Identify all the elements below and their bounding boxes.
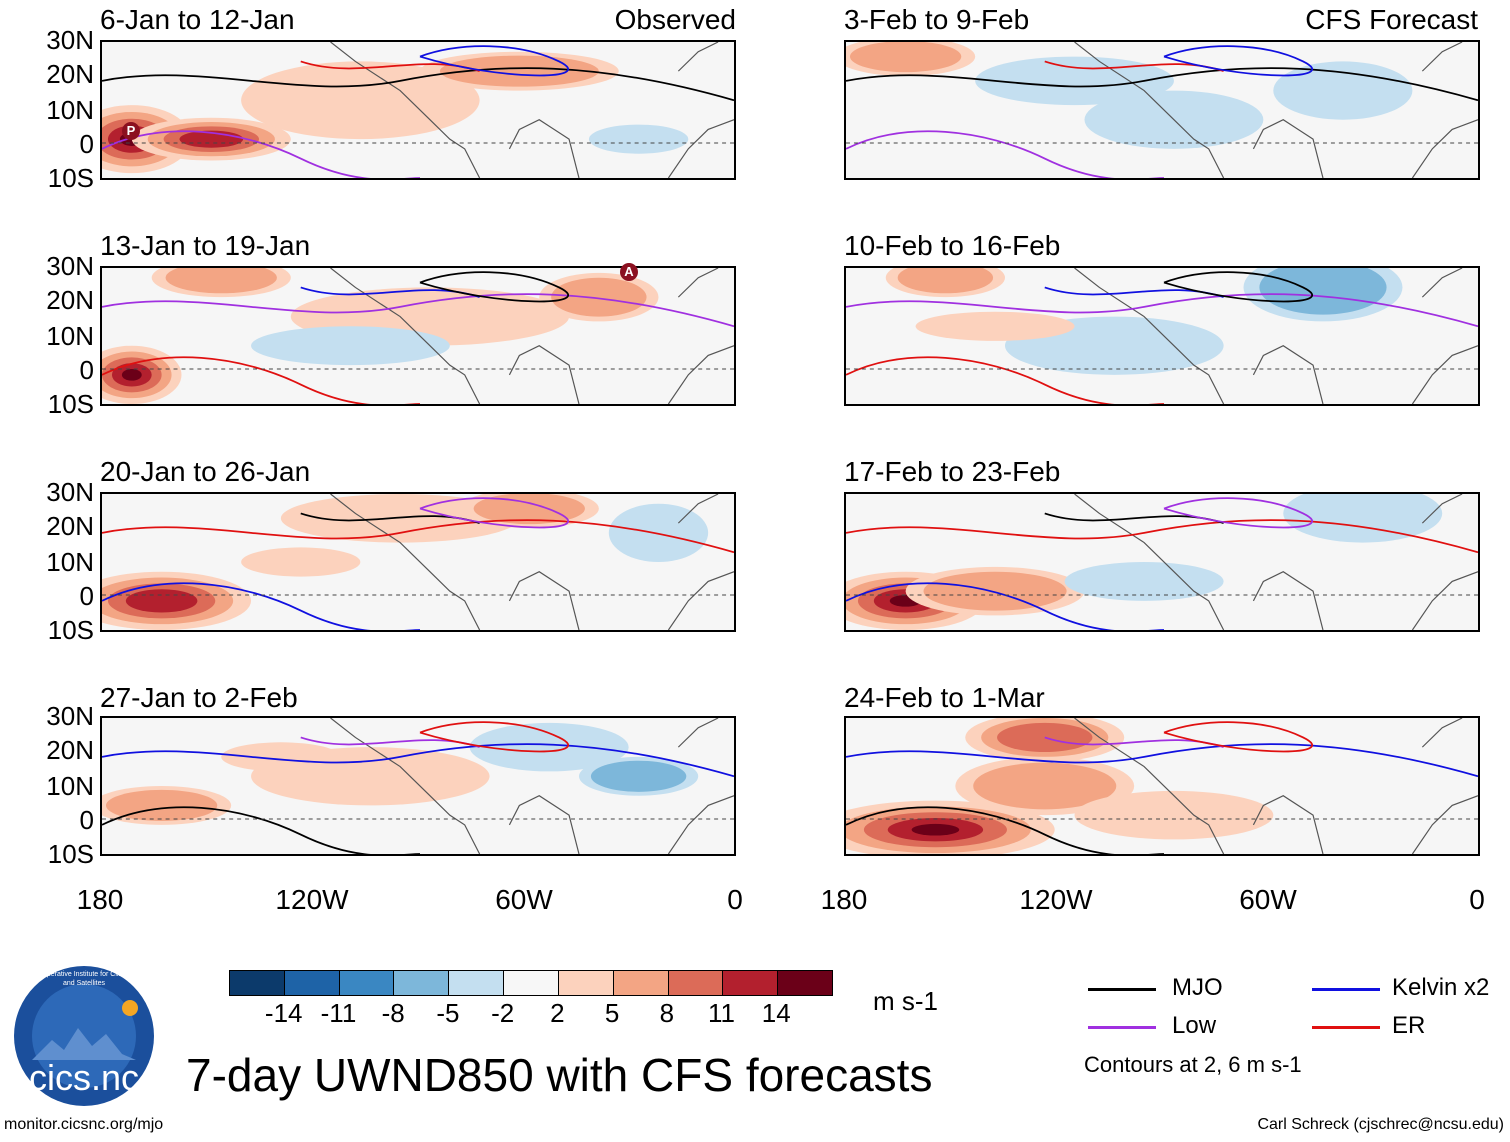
colorbar-label: -2: [491, 998, 515, 1028]
legend-low-line: [1088, 1026, 1156, 1029]
lon-label-right-180: 180: [820, 884, 868, 915]
legend-er-label: ER: [1392, 1012, 1426, 1039]
lon-label-left-60w: 60W: [495, 884, 553, 915]
lat-label-2-0: 0: [79, 355, 94, 385]
colorbar-cell: [613, 971, 669, 995]
panel-title-3: 20-Jan to 26-Jan: [100, 456, 311, 487]
map-panel-2: [100, 266, 736, 406]
colorbar-cell: [230, 971, 285, 995]
colorbar-label: -8: [381, 998, 405, 1028]
cics-logo: cics.nc Cooperative Institute for Climat…: [12, 964, 156, 1108]
footer-credit: Carl Schreck (cjschrec@ncsu.edu): [1257, 1116, 1504, 1133]
panel-title-8: 24-Feb to 1-Mar: [844, 682, 1045, 713]
lat-label-1-10n: 10N: [46, 95, 94, 125]
colorbar-cell: [284, 971, 340, 995]
map-panel-7: [844, 492, 1480, 632]
lat-label-4-0: 0: [79, 805, 94, 835]
lat-label-4-30n: 30N: [46, 701, 94, 731]
lat-label-2-30n: 30N: [46, 251, 94, 281]
lon-label-left-0: 0: [727, 884, 743, 915]
map-graphic: [102, 718, 734, 854]
colorbar-label: 5: [604, 998, 620, 1028]
legend-kelvin-label: Kelvin x2: [1392, 974, 1490, 1001]
colorbar-label: -11: [320, 998, 357, 1028]
lon-label-right-120w: 120W: [1019, 884, 1093, 915]
colorbar-cell: [394, 971, 450, 995]
colorbar-cell: [339, 971, 395, 995]
map-panel-5: [844, 40, 1480, 180]
lat-label-3-20n: 20N: [46, 511, 94, 541]
lat-label-4-20n: 20N: [46, 735, 94, 765]
lat-label-2-20n: 20N: [46, 285, 94, 315]
lat-label-3-10n: 10N: [46, 547, 94, 577]
colorbar-label: 14: [761, 998, 791, 1028]
map-panel-1: [100, 40, 736, 180]
panel-title-7: 17-Feb to 23-Feb: [844, 456, 1061, 487]
panel-title-6: 10-Feb to 16-Feb: [844, 230, 1061, 261]
lat-label-4-10n: 10N: [46, 771, 94, 801]
colorbar-units: m s-1: [873, 986, 938, 1016]
colorbar-cell: [504, 971, 559, 995]
map-graphic: [846, 268, 1478, 404]
panel-title-2: 13-Jan to 19-Jan: [100, 230, 311, 261]
lat-label-1-20n: 20N: [46, 59, 94, 89]
observed-label: Observed: [614, 4, 736, 35]
lat-label-1-30n: 30N: [46, 25, 94, 55]
panel-title-4: 27-Jan to 2-Feb: [100, 682, 298, 713]
lat-label-3-0: 0: [79, 581, 94, 611]
marker-a: A: [620, 263, 638, 281]
legend-mjo-line: [1088, 988, 1156, 991]
colorbar-cell: [723, 971, 779, 995]
legend-er-line: [1312, 1026, 1380, 1029]
marker-p: P: [122, 122, 140, 140]
colorbar-cell: [778, 971, 832, 995]
map-graphic: [846, 42, 1478, 178]
lat-label-3-30n: 30N: [46, 477, 94, 507]
lat-label-3-10s: 10S: [47, 615, 94, 645]
map-graphic: [102, 42, 734, 178]
lon-label-left-180: 180: [76, 884, 124, 915]
colorbar-label: -5: [436, 998, 460, 1028]
lon-label-left-120w: 120W: [275, 884, 349, 915]
colorbar-label: 2: [550, 998, 565, 1028]
colorbar: [229, 970, 833, 996]
map-graphic: [102, 268, 734, 404]
map-graphic: [846, 718, 1478, 854]
map-panel-8: [844, 716, 1480, 856]
panel-title-5: 3-Feb to 9-Feb: [844, 4, 1030, 35]
lat-label-2-10s: 10S: [47, 389, 94, 419]
colorbar-cell: [449, 971, 505, 995]
map-panel-3: [100, 492, 736, 632]
map-panel-6: [844, 266, 1480, 406]
cfs-forecast-label: CFS Forecast: [1305, 4, 1478, 35]
lon-label-right-60w: 60W: [1239, 884, 1297, 915]
colorbar-label: 8: [659, 998, 675, 1028]
logo-text: cics.nc: [28, 1057, 140, 1098]
lat-label-1-0: 0: [79, 129, 94, 159]
panel-title-1: 6-Jan to 12-Jan: [100, 4, 295, 35]
lat-label-4-10s: 10S: [47, 839, 94, 869]
legend-note: Contours at 2, 6 m s-1: [1084, 1052, 1302, 1077]
map-graphic: [846, 494, 1478, 630]
colorbar-label: -14: [264, 998, 303, 1028]
colorbar-cell: [558, 971, 614, 995]
lat-label-1-10s: 10S: [47, 163, 94, 193]
map-graphic: [102, 494, 734, 630]
legend-low-label: Low: [1172, 1012, 1217, 1039]
legend-mjo-label: MJO: [1172, 974, 1223, 1001]
legend-kelvin-line: [1312, 988, 1380, 991]
main-title: 7-day UWND850 with CFS forecasts: [186, 1049, 933, 1101]
footer-url: monitor.cicsnc.org/mjo: [4, 1116, 164, 1133]
colorbar-label: 11: [708, 998, 736, 1028]
lat-label-2-10n: 10N: [46, 321, 94, 351]
colorbar-cell: [668, 971, 724, 995]
logo-ring-text: Cooperative Institute for Climate and Sa…: [34, 971, 134, 987]
lon-label-right-0: 0: [1469, 884, 1485, 915]
map-panel-4: [100, 716, 736, 856]
